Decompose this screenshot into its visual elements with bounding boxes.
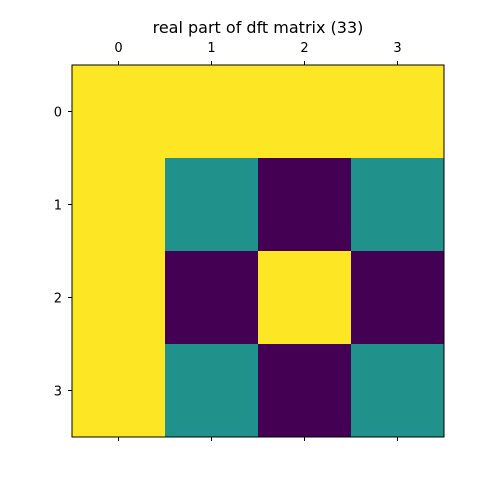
heatmap-cell-r2-c0 bbox=[72, 251, 166, 345]
heatmap-cell-r0-c2 bbox=[258, 65, 352, 159]
x-tick-label: 3 bbox=[393, 41, 401, 56]
x-axis-top: 0 1 2 3 bbox=[114, 41, 402, 441]
heatmap-cell-r0-c1 bbox=[165, 65, 259, 159]
plot-frame bbox=[71, 64, 445, 438]
heatmap-cell-r2-c2 bbox=[258, 251, 352, 345]
heatmap-cell-r3-c3 bbox=[351, 344, 445, 438]
heatmap-cell-r3-c2 bbox=[258, 344, 352, 438]
y-tick-label: 3 bbox=[54, 385, 62, 400]
y-tick-label: 0 bbox=[54, 106, 62, 121]
heatmap-cell-r0-c0 bbox=[72, 65, 166, 159]
y-tick-label: 1 bbox=[54, 199, 62, 214]
heatmap-cell-r3-c1 bbox=[165, 344, 259, 438]
x-tick-label: 0 bbox=[114, 41, 122, 56]
heatmap-cell-r0-c3 bbox=[351, 65, 445, 159]
y-axis-left: 0 1 2 3 bbox=[54, 106, 72, 400]
heatmap-cell-r2-c1 bbox=[165, 251, 259, 345]
heatmap-cells bbox=[72, 65, 445, 438]
x-tick-label: 1 bbox=[207, 41, 215, 56]
heatmap-cell-r1-c2 bbox=[258, 158, 352, 252]
chart-title: real part of dft matrix (33) bbox=[153, 18, 364, 37]
y-tick-label: 2 bbox=[54, 292, 62, 307]
heatmap-cell-r1-c3 bbox=[351, 158, 445, 252]
heatmap-cell-r2-c3 bbox=[351, 251, 445, 345]
heatmap-cell-r1-c1 bbox=[165, 158, 259, 252]
heatmap-cell-r3-c0 bbox=[72, 344, 166, 438]
x-tick-label: 2 bbox=[300, 41, 308, 56]
heatmap-cell-r1-c0 bbox=[72, 158, 166, 252]
